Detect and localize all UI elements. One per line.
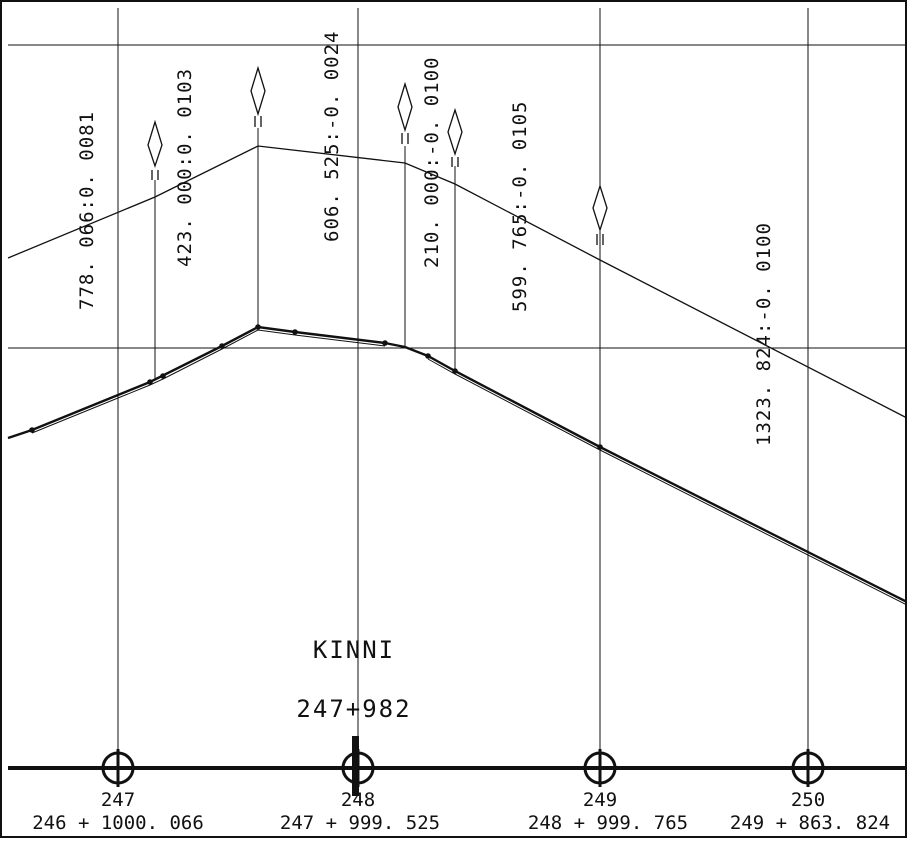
- station-number-label: 248: [341, 789, 375, 811]
- station-number-label: 250: [791, 789, 825, 811]
- marker-chainage-label: 247+982: [296, 695, 411, 723]
- marker-name-label: KINNI: [313, 636, 395, 664]
- station-chainage-label: 246 + 1000. 066: [32, 812, 204, 834]
- ground-profile-line-shadow: [31, 329, 386, 434]
- ground-point: [452, 368, 458, 374]
- grade-change-diamond-icon: [397, 81, 413, 144]
- grade-label: 210. 000:-0. 0100: [421, 57, 443, 268]
- station-crosshair-icon: [99, 749, 137, 787]
- grade-change-diamond-icon: [447, 107, 463, 167]
- grade-label: 778. 066:0. 0081: [76, 111, 98, 310]
- ground-point: [597, 444, 603, 450]
- ground-point: [147, 379, 153, 385]
- grade-label: 606. 525:-0. 0024: [321, 31, 343, 242]
- grade-label: 1323. 824:-0. 0100: [753, 222, 775, 446]
- ground-profile-line: [7, 325, 907, 604]
- station-crosshair-icon: [339, 749, 377, 787]
- ground-point: [425, 353, 431, 359]
- grade-label: 599. 765:-0. 0105: [509, 101, 531, 312]
- ground-point: [29, 427, 35, 433]
- kinni-marker-post: [352, 736, 359, 796]
- station-chainage-label: 247 + 999. 525: [280, 812, 440, 834]
- grade-change-diamond-icon: [250, 65, 266, 127]
- station-chainage-label: 248 + 999. 765: [528, 812, 688, 834]
- ground-point: [160, 373, 166, 379]
- station-crosshair-icon: [789, 749, 827, 787]
- station-crosshair-icon: [581, 749, 619, 787]
- ground-point: [255, 324, 261, 330]
- ground-point: [382, 340, 388, 346]
- station-number-label: 249: [583, 789, 617, 811]
- ground-point: [219, 343, 225, 349]
- grade-label: 423. 000:0. 0103: [174, 68, 196, 267]
- grade-change-diamond-icon: [592, 183, 608, 245]
- ground-point: [292, 329, 298, 335]
- ground-profile-line-shadow: [427, 358, 907, 606]
- station-number-label: 247: [101, 789, 135, 811]
- station-chainage-label: 249 + 863. 824: [730, 812, 890, 834]
- grade-change-diamond-icon: [147, 119, 163, 180]
